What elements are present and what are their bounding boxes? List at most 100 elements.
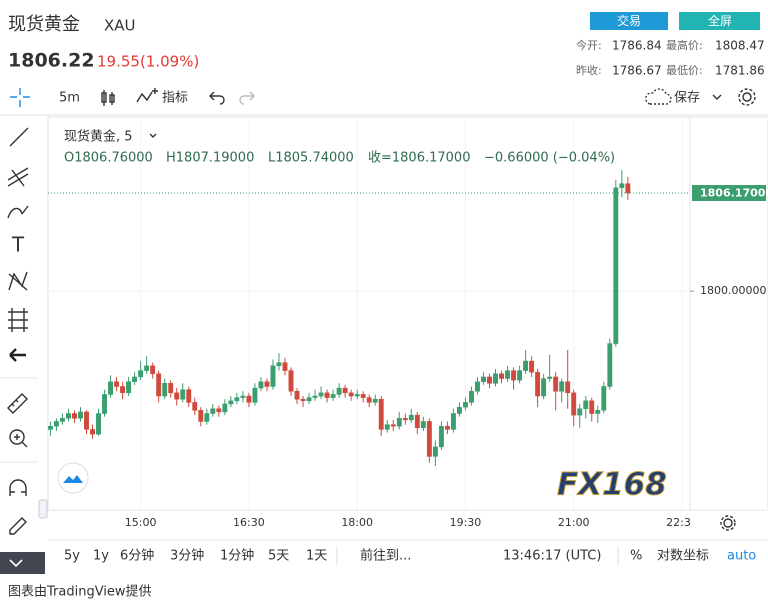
candle-body [66, 413, 71, 419]
lock-tool[interactable] [9, 517, 27, 535]
pattern-tool[interactable] [8, 271, 28, 291]
candle-body [276, 362, 282, 367]
candle-body [619, 183, 625, 189]
candle-body [336, 387, 342, 395]
stat-value: 1781.86 [715, 64, 765, 78]
stat-value: 1786.67 [612, 64, 662, 78]
range-button[interactable]: 1y [93, 549, 109, 564]
candle-body [571, 392, 577, 416]
title-menu[interactable] [149, 133, 157, 138]
range-button[interactable]: 6分钟 [120, 548, 154, 564]
candle-body [246, 395, 252, 403]
auto-toggle[interactable]: auto [727, 549, 756, 564]
trade-label[interactable]: 交易 [617, 13, 641, 28]
cloud-icon[interactable] [645, 88, 672, 105]
legend-item: L1805.74000 [268, 151, 354, 166]
candle-body [565, 381, 571, 394]
candle-body [487, 376, 492, 384]
candle-body [120, 386, 126, 394]
fullscreen-button[interactable] [679, 12, 760, 30]
undo[interactable] [209, 91, 225, 105]
stat-value: 1808.47 [715, 39, 765, 53]
toolbar-toggle[interactable] [38, 499, 48, 519]
candle-body [264, 381, 270, 387]
log-toggle[interactable]: 对数坐标 [657, 549, 709, 564]
redo [239, 91, 255, 105]
candle-body [360, 394, 366, 398]
candle-body [589, 400, 595, 414]
settings[interactable] [738, 88, 756, 106]
chart-title: 现货黄金, 5 [64, 129, 133, 145]
stats: 今开: 1786.84 最高价: 1808.47 昨收: 1786.67 最低价… [576, 38, 765, 78]
range-button[interactable]: 5y [64, 549, 80, 564]
save[interactable]: 保存 [674, 91, 700, 106]
last-price-label: 1806.17000 [700, 187, 768, 200]
candle-body [126, 381, 132, 394]
trade-button[interactable] [590, 12, 668, 30]
indicator-icon[interactable] [136, 88, 158, 103]
goto-button[interactable]: 前往到... [360, 548, 411, 564]
candle-body [210, 408, 216, 414]
last-price-box [692, 185, 766, 202]
candle-body [252, 387, 258, 403]
candle-body [174, 392, 180, 400]
candle-body [204, 413, 210, 422]
candle-body [156, 373, 162, 397]
back-tool[interactable] [9, 348, 26, 362]
magnet-tool[interactable] [9, 479, 27, 496]
range-button[interactable]: 1天 [306, 549, 327, 564]
tv-logo [57, 462, 89, 494]
candle-body [78, 411, 83, 419]
candle-body [426, 421, 432, 457]
ruler-tool[interactable] [7, 393, 28, 414]
text-tool[interactable]: T [11, 233, 25, 257]
stat-label: 昨收: [576, 63, 602, 77]
candle-body [450, 413, 456, 430]
candle-body [270, 365, 276, 387]
candle-body [541, 378, 547, 397]
candle-body [96, 413, 101, 435]
chart-style[interactable] [101, 90, 115, 106]
percent-toggle[interactable]: % [630, 549, 642, 564]
candle-body [625, 183, 631, 194]
candle-body [469, 391, 474, 403]
candle-body [378, 398, 384, 430]
symbol-code: XAU [104, 17, 136, 35]
range-button[interactable]: 5天 [268, 549, 289, 564]
candle-body [408, 414, 414, 421]
save-menu[interactable] [712, 94, 722, 100]
zoom-tool[interactable] [9, 429, 28, 448]
candle-body [583, 400, 589, 409]
interval[interactable]: 5m [59, 91, 80, 106]
collapse-panel[interactable] [0, 552, 45, 574]
projection-tool[interactable] [8, 308, 28, 332]
brush-tool[interactable] [7, 205, 29, 219]
candle-body [438, 425, 444, 448]
candle-body [186, 389, 192, 403]
range-button[interactable]: 1分钟 [220, 548, 254, 564]
candle-body [198, 410, 204, 422]
price: 1806.22 [8, 50, 95, 72]
x-tick-label: 22:30 [666, 516, 698, 529]
fullscreen-label[interactable]: 全屏 [708, 13, 732, 28]
collapse-icon[interactable] [9, 559, 23, 568]
candle-body [517, 370, 523, 381]
candle-body [475, 381, 480, 392]
candle-body [414, 414, 420, 429]
candle-body [102, 394, 107, 414]
tv-logo-mark [63, 475, 83, 483]
axis-settings[interactable] [720, 515, 736, 531]
candle-body [114, 381, 120, 387]
candle-body [258, 381, 264, 389]
trend-line-tool[interactable] [9, 127, 29, 147]
candle-body [282, 362, 288, 371]
indicators[interactable]: 指标 [162, 91, 188, 106]
candle-body [294, 391, 300, 400]
candle-body [168, 383, 174, 394]
crosshair-tool[interactable] [10, 88, 30, 107]
fib-tool[interactable] [7, 167, 29, 187]
range-button[interactable]: 3分钟 [170, 548, 204, 564]
candle-body [318, 392, 324, 397]
candle-body [150, 365, 156, 375]
candle-body [444, 425, 450, 430]
